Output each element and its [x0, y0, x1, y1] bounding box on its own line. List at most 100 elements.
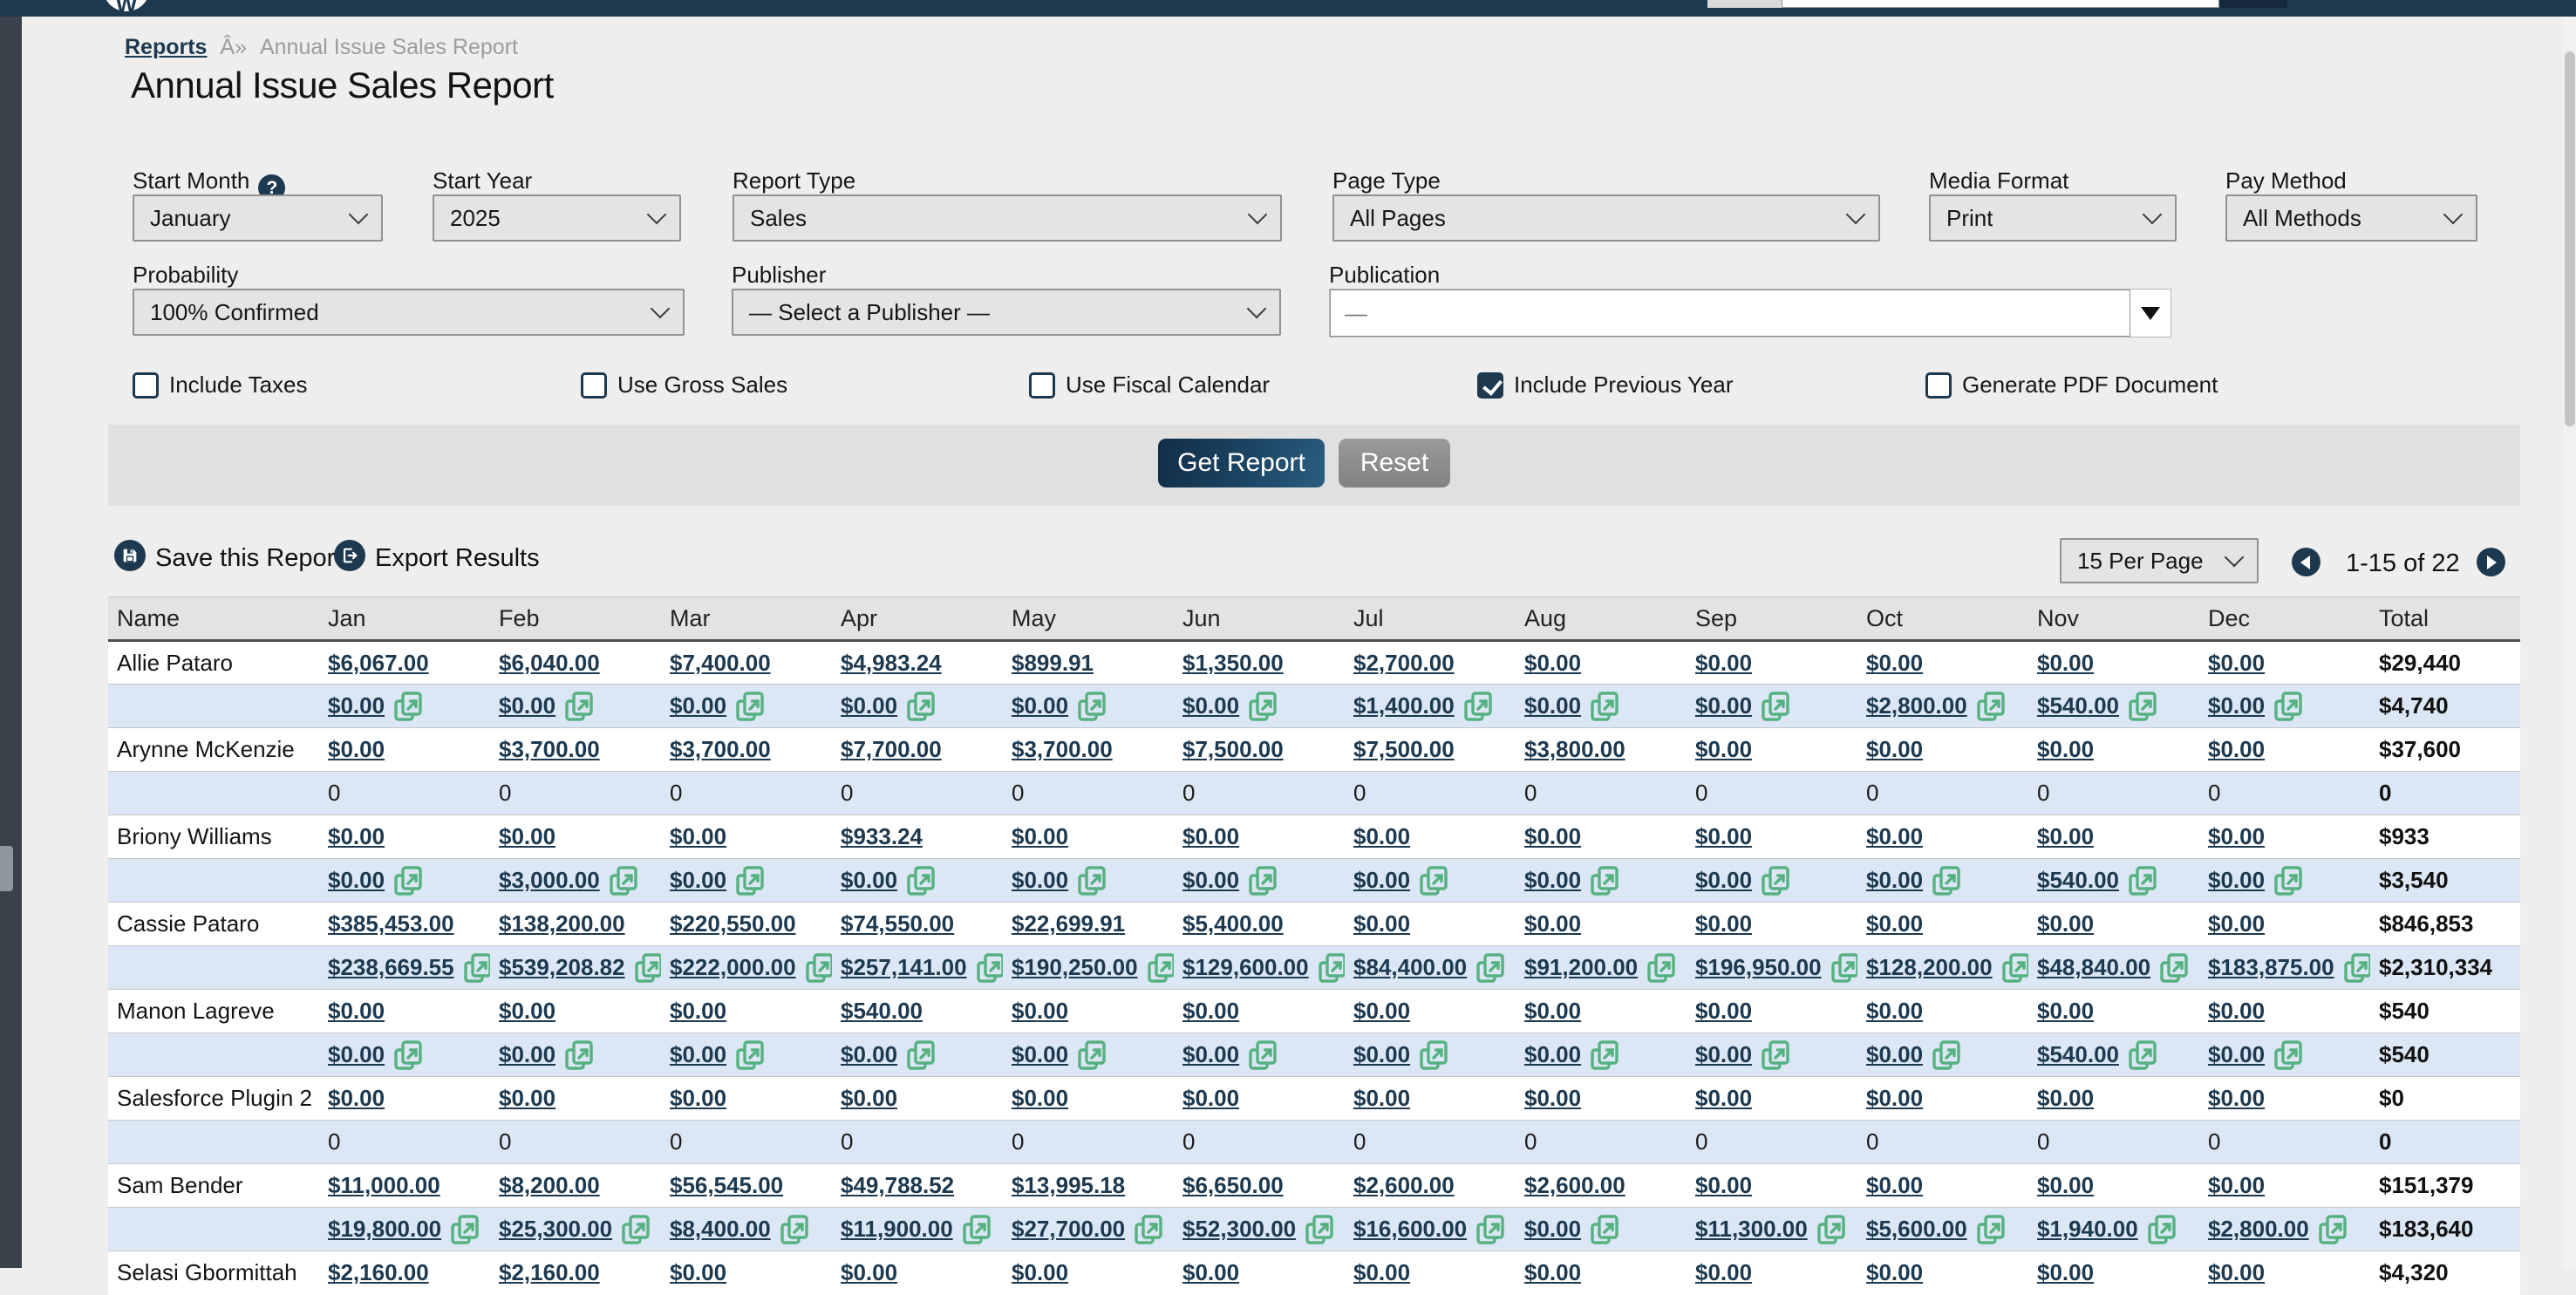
sales-amount-link[interactable]: $0.00	[328, 998, 385, 1024]
sales-amount-link[interactable]: $1,400.00	[1353, 692, 1455, 719]
sales-amount-link[interactable]: $3,800.00	[1524, 736, 1625, 762]
external-link-icon[interactable]	[2128, 865, 2157, 896]
sales-amount-link[interactable]: $7,700.00	[841, 736, 942, 762]
sales-amount-link[interactable]: $5,400.00	[1182, 910, 1284, 937]
sales-amount-link[interactable]: $0.00	[1866, 910, 1924, 937]
external-link-icon[interactable]	[564, 691, 594, 722]
sales-amount-link[interactable]: $0.00	[1012, 823, 1069, 849]
publisher-select[interactable]: — Select a Publisher —	[732, 289, 1281, 336]
external-link-icon[interactable]	[906, 691, 936, 722]
sales-amount-link[interactable]: $0.00	[1866, 998, 1924, 1024]
sales-amount-link[interactable]: $5,600.00	[1866, 1216, 1967, 1242]
sales-amount-link[interactable]: $540.00	[2037, 1041, 2119, 1067]
sales-amount-link[interactable]: $0.00	[2208, 692, 2266, 719]
include-previous-year-checkbox[interactable]: Include Previous Year	[1477, 371, 1734, 399]
sales-amount-link[interactable]: $2,600.00	[1524, 1172, 1625, 1198]
sales-amount-link[interactable]: $0.00	[328, 736, 385, 762]
sales-amount-link[interactable]: $0.00	[1524, 910, 1582, 937]
external-link-icon[interactable]	[1590, 1214, 1619, 1245]
sales-amount-link[interactable]: $27,700.00	[1012, 1216, 1126, 1242]
sales-amount-link[interactable]: $0.00	[1182, 998, 1240, 1024]
get-report-button[interactable]: Get Report	[1158, 439, 1325, 487]
external-link-icon[interactable]	[2128, 691, 2157, 722]
sales-amount-link[interactable]: $0.00	[1524, 1216, 1582, 1242]
sales-amount-link[interactable]: $19,800.00	[328, 1216, 442, 1242]
external-link-icon[interactable]	[393, 691, 423, 722]
sales-amount-link[interactable]: $0.00	[841, 1259, 898, 1286]
start-year-select[interactable]: 2025	[433, 194, 681, 242]
sales-amount-link[interactable]: $91,200.00	[1524, 954, 1639, 980]
sales-amount-link[interactable]: $0.00	[1524, 692, 1582, 719]
external-link-icon[interactable]	[2001, 952, 2028, 984]
sales-amount-link[interactable]: $0.00	[1182, 1041, 1240, 1067]
sales-amount-link[interactable]: $238,669.55	[328, 954, 454, 980]
sales-amount-link[interactable]: $0.00	[1866, 823, 1924, 849]
sales-amount-link[interactable]: $0.00	[1866, 736, 1924, 762]
sales-amount-link[interactable]: $0.00	[499, 1085, 556, 1111]
sales-amount-link[interactable]: $22,699.91	[1012, 910, 1126, 937]
sales-amount-link[interactable]: $0.00	[1524, 998, 1582, 1024]
sales-amount-link[interactable]: $8,200.00	[499, 1172, 600, 1198]
sales-amount-link[interactable]: $3,700.00	[1012, 736, 1113, 762]
sales-amount-link[interactable]: $3,000.00	[499, 867, 600, 893]
sales-amount-link[interactable]: $0.00	[328, 1041, 385, 1067]
sales-amount-link[interactable]: $84,400.00	[1353, 954, 1468, 980]
external-link-icon[interactable]	[1305, 1214, 1334, 1245]
sales-amount-link[interactable]: $0.00	[670, 867, 727, 893]
sales-amount-link[interactable]: $16,600.00	[1353, 1216, 1468, 1242]
sales-amount-link[interactable]: $52,300.00	[1182, 1216, 1297, 1242]
sales-amount-link[interactable]: $540.00	[841, 998, 923, 1024]
sales-amount-link[interactable]: $385,453.00	[328, 910, 454, 937]
sales-amount-link[interactable]: $540.00	[2037, 692, 2119, 719]
sales-amount-link[interactable]: $3,700.00	[499, 736, 600, 762]
page-type-select[interactable]: All Pages	[1332, 194, 1880, 242]
external-link-icon[interactable]	[1248, 1039, 1278, 1071]
sales-amount-link[interactable]: $0.00	[499, 823, 556, 849]
external-link-icon[interactable]	[2159, 952, 2189, 984]
external-link-icon[interactable]	[1134, 1214, 1163, 1245]
sales-amount-link[interactable]: $4,983.24	[841, 649, 942, 676]
use-gross-sales-checkbox[interactable]: Use Gross Sales	[581, 371, 787, 399]
sales-amount-link[interactable]: $539,208.82	[499, 954, 625, 980]
sales-amount-link[interactable]: $190,250.00	[1012, 954, 1138, 980]
sales-amount-link[interactable]: $0.00	[1695, 736, 1753, 762]
external-link-icon[interactable]	[906, 1039, 936, 1071]
sales-amount-link[interactable]: $220,550.00	[670, 910, 796, 937]
external-link-icon[interactable]	[735, 691, 765, 722]
external-link-icon[interactable]	[564, 1039, 594, 1071]
publication-input[interactable]	[1330, 290, 2130, 337]
sales-amount-link[interactable]: $0.00	[2037, 1085, 2095, 1111]
sales-amount-link[interactable]: $0.00	[1524, 1041, 1582, 1067]
sales-amount-link[interactable]: $2,800.00	[2208, 1216, 2309, 1242]
external-link-icon[interactable]	[1646, 952, 1676, 984]
sales-amount-link[interactable]: $7,500.00	[1353, 736, 1455, 762]
external-link-icon[interactable]	[1590, 865, 1619, 896]
external-link-icon[interactable]	[393, 1039, 423, 1071]
sales-amount-link[interactable]: $6,067.00	[328, 649, 429, 676]
sales-amount-link[interactable]: $0.00	[2208, 1085, 2266, 1111]
sales-amount-link[interactable]: $0.00	[1012, 1259, 1069, 1286]
sales-amount-link[interactable]: $1,940.00	[2037, 1216, 2138, 1242]
sales-amount-link[interactable]: $0.00	[1182, 823, 1240, 849]
checkbox-unchecked-icon[interactable]	[1029, 371, 1055, 399]
external-link-icon[interactable]	[2147, 1214, 2177, 1245]
topbar-left-search-button[interactable]	[1707, 0, 1782, 8]
external-link-icon[interactable]	[735, 1039, 765, 1071]
sales-amount-link[interactable]: $48,840.00	[2037, 954, 2151, 980]
per-page-select[interactable]: 15 Per Page	[2060, 538, 2259, 583]
reset-button[interactable]: Reset	[1339, 439, 1450, 487]
external-link-icon[interactable]	[1830, 952, 1857, 984]
sales-amount-link[interactable]: $0.00	[1524, 1085, 1582, 1111]
sales-amount-link[interactable]: $25,300.00	[499, 1216, 613, 1242]
external-link-icon[interactable]	[393, 865, 423, 896]
external-link-icon[interactable]	[1590, 1039, 1619, 1071]
sales-amount-link[interactable]: $1,350.00	[1182, 649, 1284, 676]
sales-amount-link[interactable]: $0.00	[328, 1085, 385, 1111]
external-link-icon[interactable]	[1463, 691, 1493, 722]
sales-amount-link[interactable]: $0.00	[1695, 910, 1753, 937]
sales-amount-link[interactable]: $0.00	[2208, 1259, 2266, 1286]
sales-amount-link[interactable]: $0.00	[1182, 867, 1240, 893]
external-link-icon[interactable]	[976, 952, 1003, 984]
sales-amount-link[interactable]: $0.00	[670, 1259, 727, 1286]
include-taxes-checkbox[interactable]: Include Taxes	[133, 371, 308, 399]
